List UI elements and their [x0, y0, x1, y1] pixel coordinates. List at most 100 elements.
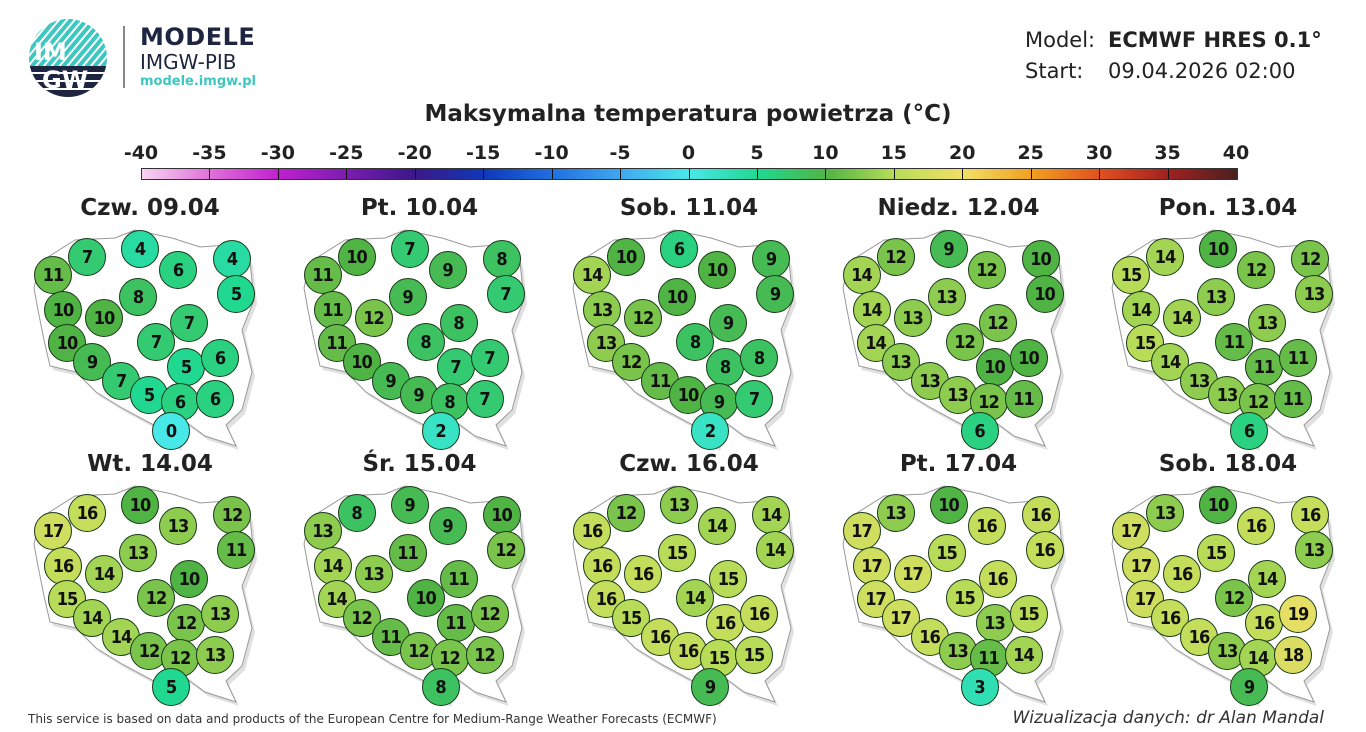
- colorbar-tick: [893, 169, 895, 179]
- temperature-marker: 4: [121, 230, 159, 268]
- temperature-marker: 17: [842, 512, 881, 550]
- temperature-marker: 6: [201, 339, 239, 377]
- temperature-marker: 9: [929, 230, 968, 268]
- day-title: Wt. 14.04: [87, 451, 213, 477]
- colorbar-tick-label: -5: [609, 142, 631, 164]
- temperature-marker: 10: [658, 278, 696, 316]
- temperature-marker: 10: [975, 348, 1014, 386]
- temperature-marker: 8: [676, 323, 714, 361]
- temperature-marker: 10: [85, 299, 123, 337]
- day-title: Pon. 13.04: [1158, 195, 1298, 221]
- day-title: Niedz. 12.04: [877, 195, 1040, 221]
- temperature-marker: 12: [978, 304, 1017, 342]
- temperature-marker: 9: [428, 251, 467, 289]
- temperature-marker: 14: [752, 496, 790, 534]
- brand-url[interactable]: modele.imgw.pl: [140, 74, 256, 89]
- temperature-marker: 7: [68, 238, 106, 276]
- temperature-marker: 13: [196, 636, 234, 674]
- brand-title: MODELE: [140, 23, 256, 51]
- day-title: Pt. 10.04: [360, 195, 479, 221]
- temperature-marker: 0: [152, 412, 190, 450]
- temperature-marker: 15: [1112, 256, 1150, 294]
- temperature-marker: 15: [945, 579, 984, 617]
- temperature-marker: 9: [388, 278, 427, 316]
- colorbar-tick: [825, 169, 827, 179]
- temperature-marker: 14: [313, 547, 352, 585]
- temperature-marker: 11: [436, 604, 475, 642]
- author-credit: Wizualizacja danych: dr Alan Mandal: [1012, 708, 1324, 728]
- day-title: Pt. 17.04: [899, 451, 1018, 477]
- temperature-marker: 10: [121, 486, 159, 524]
- temperature-marker: 13: [1248, 304, 1286, 342]
- temperature-marker: 2: [421, 412, 460, 450]
- colorbar-tick-label: 40: [1222, 142, 1250, 164]
- temperature-marker: 10: [337, 238, 376, 276]
- start-label: Start:: [1025, 59, 1084, 83]
- temperature-marker: 16: [910, 618, 949, 656]
- temperature-marker: 14: [852, 291, 891, 329]
- temperature-marker: 8: [439, 304, 478, 342]
- start-value: 09.04.2026 02:00: [1108, 59, 1296, 83]
- colorbar-tick: [551, 169, 553, 179]
- temperature-marker: 5: [217, 275, 255, 313]
- model-value: ECMWF HRES 0.1°: [1108, 28, 1322, 52]
- temperature-marker: 13: [910, 362, 949, 400]
- temperature-marker: 13: [119, 534, 157, 572]
- temperature-marker: 9: [1230, 668, 1268, 706]
- temperature-marker: 16: [624, 555, 662, 593]
- temperature-marker: 9: [691, 668, 729, 706]
- temperature-marker: 8: [119, 278, 157, 316]
- temperature-marker: 7: [735, 380, 773, 418]
- colorbar-tick-label: 35: [1154, 142, 1181, 164]
- svg-text:IM: IM: [34, 38, 67, 66]
- temperature-marker: 13: [893, 299, 932, 337]
- temperature-marker: 13: [1295, 275, 1333, 313]
- brand-subtitle: IMGW-PIB: [140, 50, 237, 74]
- temperature-marker: 16: [1245, 604, 1283, 642]
- temperature-marker: 14: [1004, 636, 1043, 674]
- colorbar-tick-label: 0: [681, 142, 696, 164]
- temperature-marker: 14: [85, 555, 123, 593]
- temperature-marker: 10: [1009, 339, 1048, 377]
- colorbar-tick: [1099, 169, 1101, 179]
- temperature-marker: 11: [439, 560, 478, 598]
- temperature-marker: 16: [978, 560, 1017, 598]
- temperature-marker: 13: [201, 595, 239, 633]
- svg-text:GW: GW: [42, 66, 88, 94]
- temperature-marker: 13: [927, 278, 966, 316]
- data-credit: This service is based on data and produc…: [28, 712, 717, 726]
- colorbar-tick-label: 25: [1017, 142, 1044, 164]
- temperature-marker: 10: [482, 496, 521, 534]
- colorbar-tick: [962, 169, 964, 179]
- temperature-marker: 14: [1163, 299, 1201, 337]
- temperature-marker: 6: [159, 251, 197, 289]
- temperature-marker: 13: [660, 486, 698, 524]
- chart-title: Maksymalna temperatura powietrza (°C): [424, 101, 952, 127]
- temperature-marker: 10: [607, 238, 645, 276]
- day-title: Śr. 15.04: [362, 451, 477, 477]
- temperature-marker: 18: [1274, 636, 1312, 674]
- colorbar-tick-label: 5: [750, 142, 764, 164]
- colorbar-tick-label: -40: [123, 142, 159, 164]
- temperature-marker: 17: [852, 547, 891, 585]
- temperature-marker: 13: [354, 555, 393, 593]
- colorbar-tick: [1167, 169, 1169, 179]
- temperature-marker: 15: [1009, 595, 1048, 633]
- temperature-marker: 10: [44, 291, 82, 329]
- temperature-marker: 9: [709, 304, 747, 342]
- temperature-marker: 16: [68, 494, 106, 532]
- temperature-marker: 8: [482, 240, 521, 278]
- colorbar-tick: [277, 169, 279, 179]
- temperature-marker: 10: [698, 251, 736, 289]
- colorbar-tick-label: -25: [329, 142, 364, 164]
- model-label: Model:: [1025, 28, 1096, 52]
- temperature-marker: 14: [698, 507, 736, 545]
- temperature-marker: 14: [317, 580, 356, 618]
- temperature-marker: 10: [1199, 230, 1237, 268]
- temperature-marker: 17: [1122, 547, 1160, 585]
- temperature-marker: 10: [170, 560, 208, 598]
- colorbar-tick: [346, 169, 348, 179]
- temperature-marker: 16: [1025, 531, 1064, 569]
- day-title: Czw. 09.04: [80, 195, 220, 221]
- temperature-marker: 14: [1248, 560, 1286, 598]
